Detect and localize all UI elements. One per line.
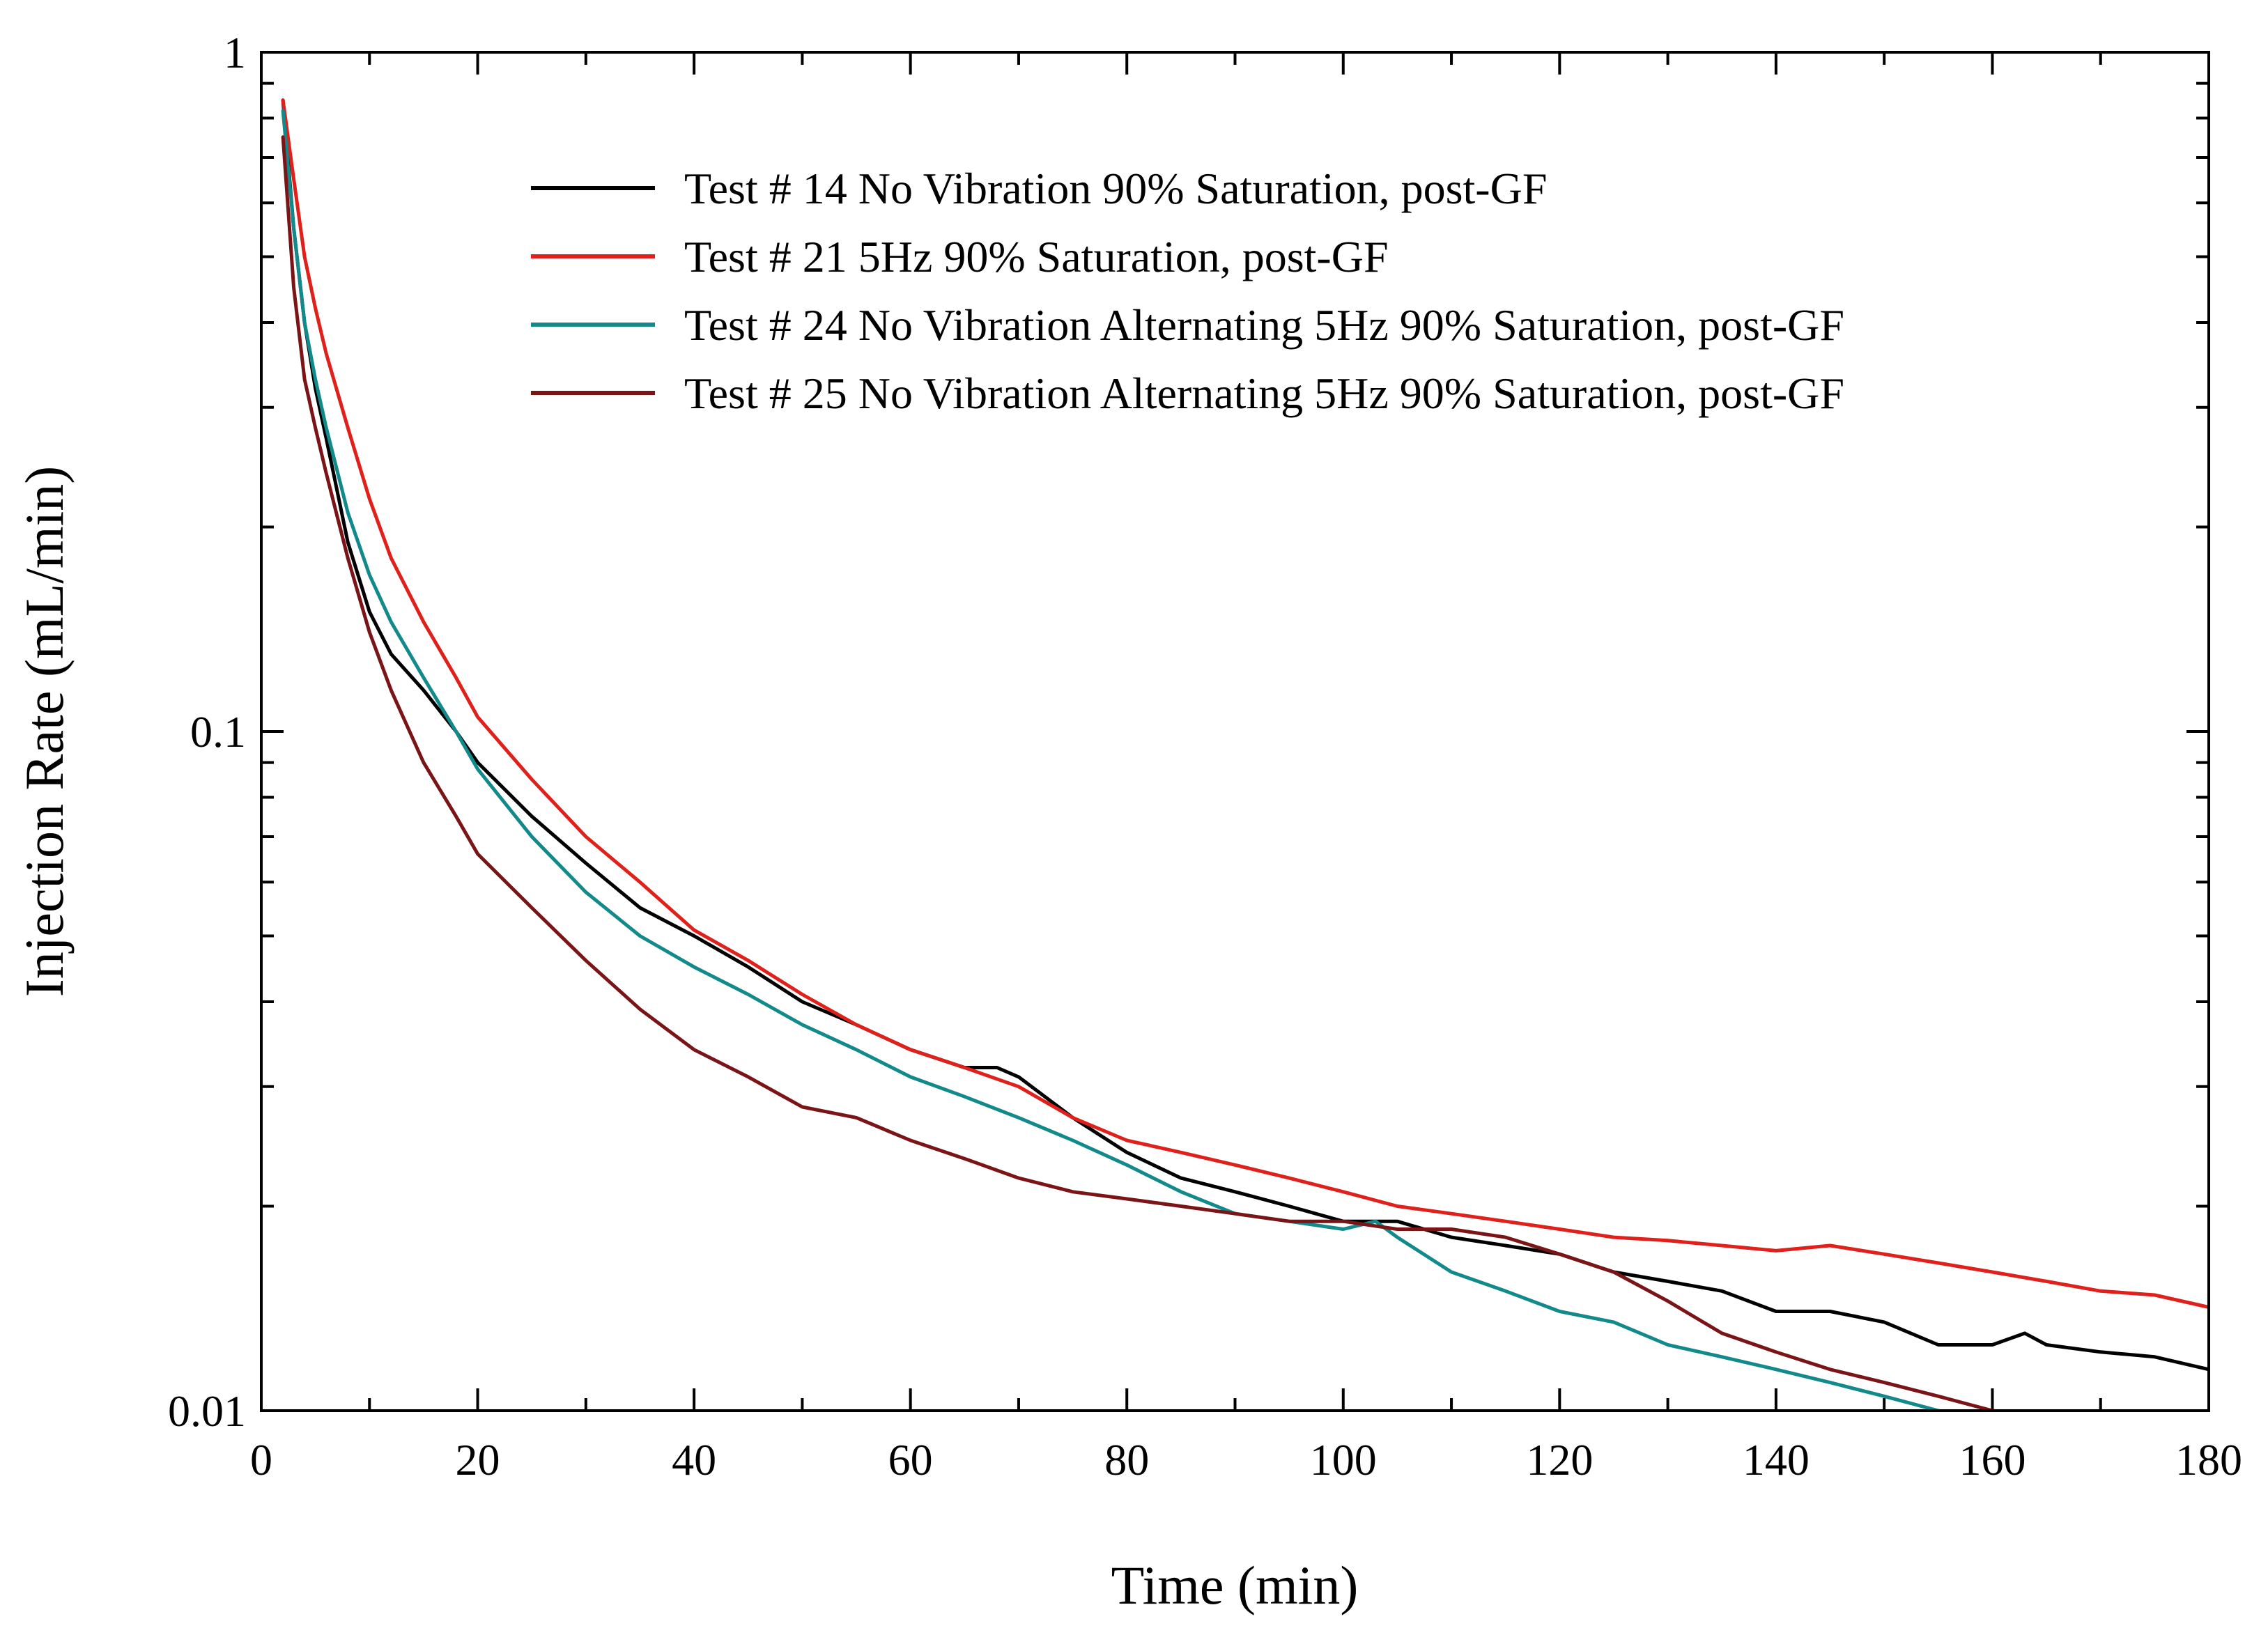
x-axis-label: Time (min) (1111, 1555, 1359, 1615)
x-tick-label: 160 (1959, 1435, 2026, 1484)
x-tick-labels: 0 20 40 60 80 100 120 140 160 180 (250, 1435, 2242, 1484)
minor-ticks (261, 52, 2209, 1411)
x-tick-label: 20 (456, 1435, 500, 1484)
series-line-3 (281, 109, 1948, 1411)
x-tick-label: 180 (2175, 1435, 2242, 1484)
x-tick-label: 100 (1310, 1435, 1377, 1484)
y-tick-label: 0.1 (190, 707, 246, 757)
x-tick-label: 0 (250, 1435, 272, 1484)
plot-frame (260, 51, 2210, 1412)
x-tick-label: 60 (888, 1435, 933, 1484)
legend-label-4: Test # 25 No Vibration Alternating 5Hz 9… (684, 369, 1844, 418)
x-tick-label: 40 (672, 1435, 716, 1484)
y-axis-label: Injection Rate (mL/min) (14, 466, 75, 997)
legend-label-3: Test # 24 No Vibration Alternating 5Hz 9… (684, 300, 1844, 350)
y-tick-labels: 0.01 0.1 1 (168, 28, 246, 1436)
legend-label-1: Test # 14 No Vibration 90% Saturation, p… (684, 164, 1547, 213)
series-line-2 (281, 98, 2209, 1309)
x-tick-label: 120 (1526, 1435, 1593, 1484)
series-group (281, 98, 2209, 1411)
y-tick-label: 0.01 (168, 1386, 246, 1436)
series-line-4 (281, 135, 2009, 1411)
x-tick-label: 140 (1743, 1435, 1810, 1484)
legend: Test # 14 No Vibration 90% Saturation, p… (531, 164, 1844, 418)
legend-label-2: Test # 21 5Hz 90% Saturation, post-GF (684, 232, 1389, 281)
x-tick-label: 80 (1104, 1435, 1149, 1484)
y-tick-label: 1 (224, 28, 246, 77)
